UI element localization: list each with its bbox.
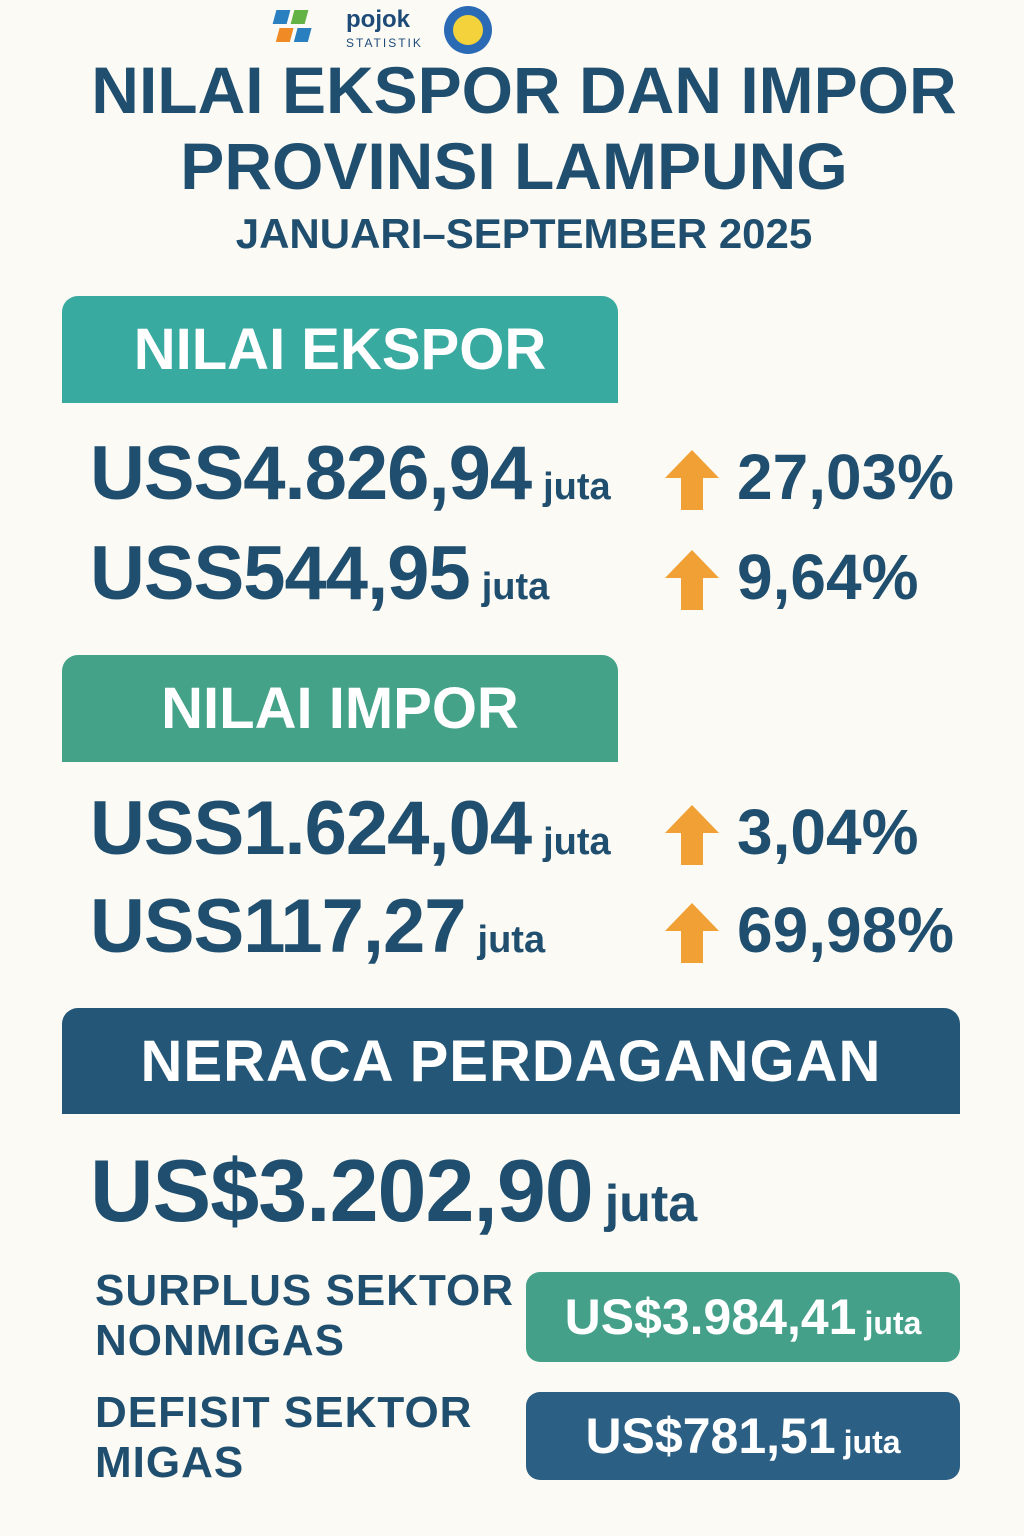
section-heading: NILAI IMPOR	[62, 655, 618, 762]
up-arrow	[665, 450, 719, 510]
amount: USS117,27	[90, 884, 467, 969]
value-row: USS1.624,04 juta	[90, 785, 611, 872]
item-amount: US$3.984,41	[564, 1289, 857, 1345]
item-pill: US$3.984,41 juta	[526, 1272, 960, 1362]
label-line: NONMIGAS	[95, 1316, 345, 1365]
value-row: USS4.826,94 juta	[90, 430, 611, 517]
value-row: USS117,27 juta	[90, 883, 545, 970]
up-arrow	[665, 903, 719, 963]
up-arrow	[665, 550, 719, 610]
change: 69,98%	[737, 894, 955, 966]
change: 9,64%	[737, 541, 919, 613]
arrow-shape	[665, 805, 719, 865]
balance-row: US$3.202,90 juta	[90, 1140, 697, 1242]
bps-logo	[272, 10, 312, 42]
balance-amount: US$3.202,90	[90, 1141, 594, 1240]
change: 3,04%	[737, 796, 919, 868]
item-label: DEFISIT SEKTOR MIGAS	[95, 1388, 472, 1488]
unit: juta	[481, 566, 550, 608]
item-label: SURPLUS SEKTOR NONMIGAS	[95, 1266, 514, 1366]
amount: USS4.826,94	[90, 431, 532, 516]
value-row: USS544,95 juta	[90, 530, 549, 617]
subtitle: JANUARI–SEPTEMBER 2025	[235, 210, 813, 257]
unit: juta	[543, 821, 611, 863]
logo-subtext: STATISTIK	[346, 36, 423, 50]
amount: USS1.624,04	[90, 786, 532, 871]
up-arrow	[665, 805, 719, 865]
logos	[272, 6, 492, 54]
unit: juta	[543, 466, 611, 508]
item-amount: US$781,51	[585, 1408, 836, 1464]
arrow-shape	[665, 550, 719, 610]
logo-text: pojok	[346, 6, 410, 33]
item-unit: juta	[864, 1305, 922, 1341]
label-line: DEFISIT SEKTOR	[95, 1388, 473, 1437]
section-heading: NILAI EKSPOR	[62, 296, 618, 403]
unit: juta	[477, 919, 546, 961]
arrow-shape	[665, 450, 719, 510]
balance-unit: juta	[604, 1175, 698, 1233]
title-line: NILAI EKSPOR DAN IMPOR	[91, 53, 957, 127]
amount: USS544,95	[90, 531, 471, 616]
label-line: MIGAS	[95, 1438, 245, 1487]
arrow-shape	[665, 903, 719, 963]
section-heading: NERACA PERDAGANGAN	[62, 1008, 960, 1114]
change: 27,03%	[737, 441, 955, 513]
item-pill: US$781,51 juta	[526, 1392, 960, 1480]
label-line: SURPLUS SEKTOR	[95, 1266, 515, 1315]
title-line: PROVINSI LAMPUNG	[180, 129, 848, 203]
item-unit: juta	[843, 1424, 901, 1460]
